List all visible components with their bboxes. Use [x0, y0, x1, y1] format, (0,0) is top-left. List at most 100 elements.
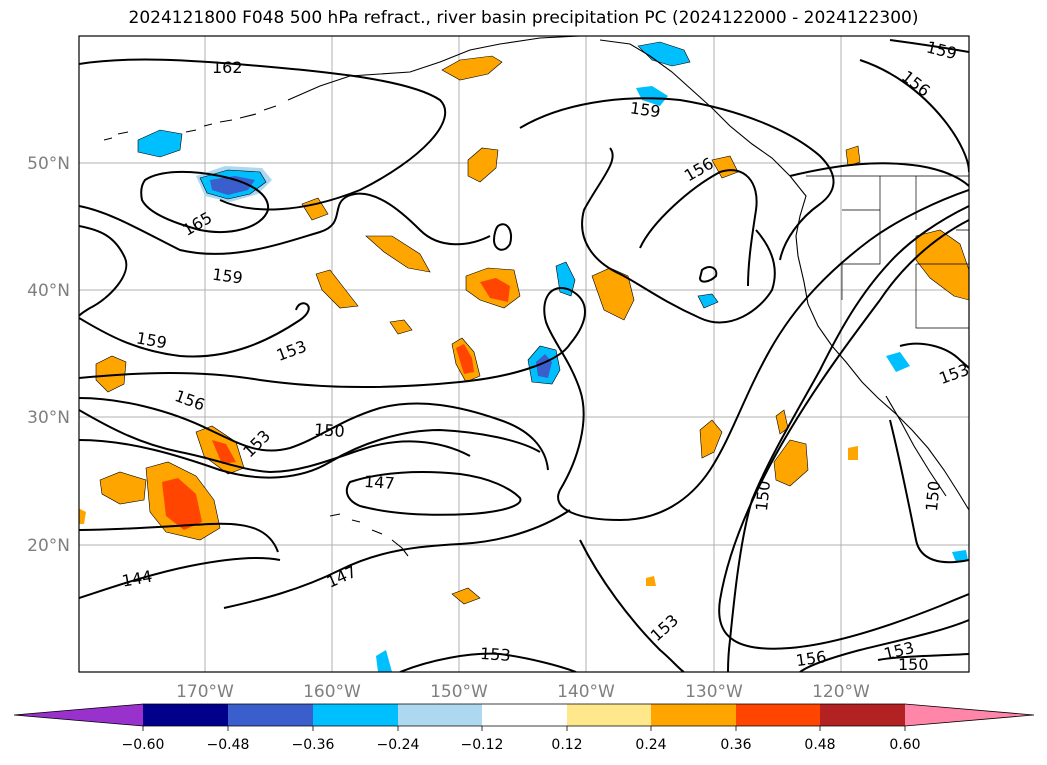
lon-tick-label: 130°W — [685, 682, 743, 702]
pos-area — [441, 55, 503, 81]
lat-tick-label: 40°N — [27, 281, 70, 301]
contour-159-ne — [889, 39, 969, 53]
contour-east-153 — [718, 219, 969, 650]
contour-upper-long — [79, 189, 969, 522]
neg-area — [210, 176, 255, 195]
neg-area — [952, 550, 968, 562]
contour-label: 147 — [363, 472, 395, 493]
colorbar-segment — [313, 704, 398, 726]
colorbar-tick-label: −0.36 — [292, 737, 335, 753]
pos-area — [456, 344, 474, 374]
contour-147-lower — [79, 509, 571, 609]
colorbar-tick-label: 0.36 — [720, 737, 751, 753]
lat-tick-label: 20°N — [27, 536, 70, 556]
colorbar-segment — [228, 704, 313, 726]
contour-label: 159 — [211, 265, 244, 288]
refractivity-contours — [79, 39, 969, 672]
pos-area — [315, 269, 359, 309]
neg-area — [886, 352, 910, 372]
contour-150-bottom — [877, 653, 969, 661]
contour-153-upper — [79, 302, 310, 358]
southeast-alaska-coast — [599, 39, 791, 177]
contour-far-east-153 — [899, 342, 969, 369]
pos-area — [699, 419, 723, 459]
colorbar-segment — [736, 704, 820, 726]
contour-small-ring — [492, 223, 512, 251]
contour-159-outer — [79, 192, 491, 255]
contour-label: 159 — [629, 98, 662, 121]
contour-162 — [79, 58, 447, 211]
contour-147 — [345, 471, 522, 516]
colorbar-ticks — [142, 726, 906, 731]
contour-153-lower — [79, 409, 471, 474]
lon-tick-label: 170°W — [176, 682, 234, 702]
contour-165 — [140, 170, 270, 233]
colorbar-tick-label: 0.60 — [889, 737, 920, 753]
colorbar-extend-right — [905, 704, 1034, 726]
lon-tick-label: 150°W — [430, 682, 488, 702]
colorbar-segment — [567, 704, 651, 726]
aleutian-islands — [103, 105, 277, 141]
colorbar-tick-label: −0.60 — [122, 737, 165, 753]
precip-shading — [79, 41, 969, 672]
pos-area — [845, 145, 861, 167]
contour-label: 150 — [898, 655, 929, 674]
contour-far-east-150 — [889, 419, 969, 564]
contour-156-b — [639, 169, 758, 287]
colorbar: −0.60 −0.48 −0.36 −0.24 −0.12 0.12 0.24 … — [13, 703, 1035, 753]
lon-tick-label: 160°W — [303, 682, 361, 702]
lat-tick-label: 30°N — [27, 408, 70, 428]
lon-tick-label: 140°W — [557, 682, 615, 702]
lat-tick-label: 50°N — [27, 154, 70, 174]
colorbar-extend-left — [14, 704, 143, 726]
pos-area — [95, 355, 127, 393]
contour-west-coast-1 — [789, 162, 969, 187]
gridlines — [79, 36, 969, 672]
baja-coast — [885, 395, 947, 497]
bc-coast — [789, 175, 807, 257]
map-frame-bg — [79, 36, 969, 672]
pos-area — [301, 197, 329, 221]
contour-153-mid — [399, 652, 577, 672]
contour-label: 153 — [479, 644, 511, 665]
colorbar-segment — [820, 704, 905, 726]
neg-area — [637, 41, 691, 67]
colorbar-tick-label: −0.24 — [377, 737, 420, 753]
pos-area — [646, 576, 656, 586]
contour-156-ne — [859, 59, 969, 173]
colorbar-segment — [398, 704, 482, 726]
neg-area — [697, 293, 719, 309]
pos-area — [467, 147, 499, 183]
neg-area — [636, 86, 668, 106]
neg-area — [376, 650, 392, 672]
coastlines — [103, 36, 969, 557]
lat-tick-labels: 50°N 40°N 30°N 20°N — [27, 154, 70, 556]
west-us-coast — [797, 255, 969, 511]
pos-area — [79, 508, 86, 524]
colorbar-segment — [143, 704, 228, 726]
pos-area — [365, 235, 431, 273]
state-borders — [841, 176, 969, 329]
pos-area — [915, 229, 969, 301]
contour-label: 156 — [795, 647, 828, 670]
contour-label: 150 — [752, 480, 774, 512]
colorbar-tick-label: −0.12 — [461, 737, 504, 753]
pos-area — [773, 439, 809, 487]
contour-label: 150 — [922, 480, 944, 512]
lon-tick-labels: 170°W 160°W 150°W 140°W 130°W 120°W — [176, 682, 870, 702]
contour-label: 150 — [313, 420, 345, 441]
pos-area — [451, 587, 481, 605]
contour-153-bottom — [579, 539, 685, 672]
contour-156-a — [581, 147, 776, 324]
contour-east-150 — [727, 205, 969, 672]
colorbar-tick-labels: −0.60 −0.48 −0.36 −0.24 −0.12 0.12 0.24 … — [122, 737, 921, 753]
colorbar-tick-label: 0.24 — [635, 737, 666, 753]
lon-tick-label: 120°W — [812, 682, 870, 702]
contour-159-ring — [519, 97, 835, 261]
pos-area — [848, 446, 858, 460]
contour-east-156 — [799, 619, 969, 672]
contour-144 — [79, 557, 281, 599]
colorbar-tick-label: −0.48 — [207, 737, 250, 753]
alaska-coast — [287, 36, 581, 101]
